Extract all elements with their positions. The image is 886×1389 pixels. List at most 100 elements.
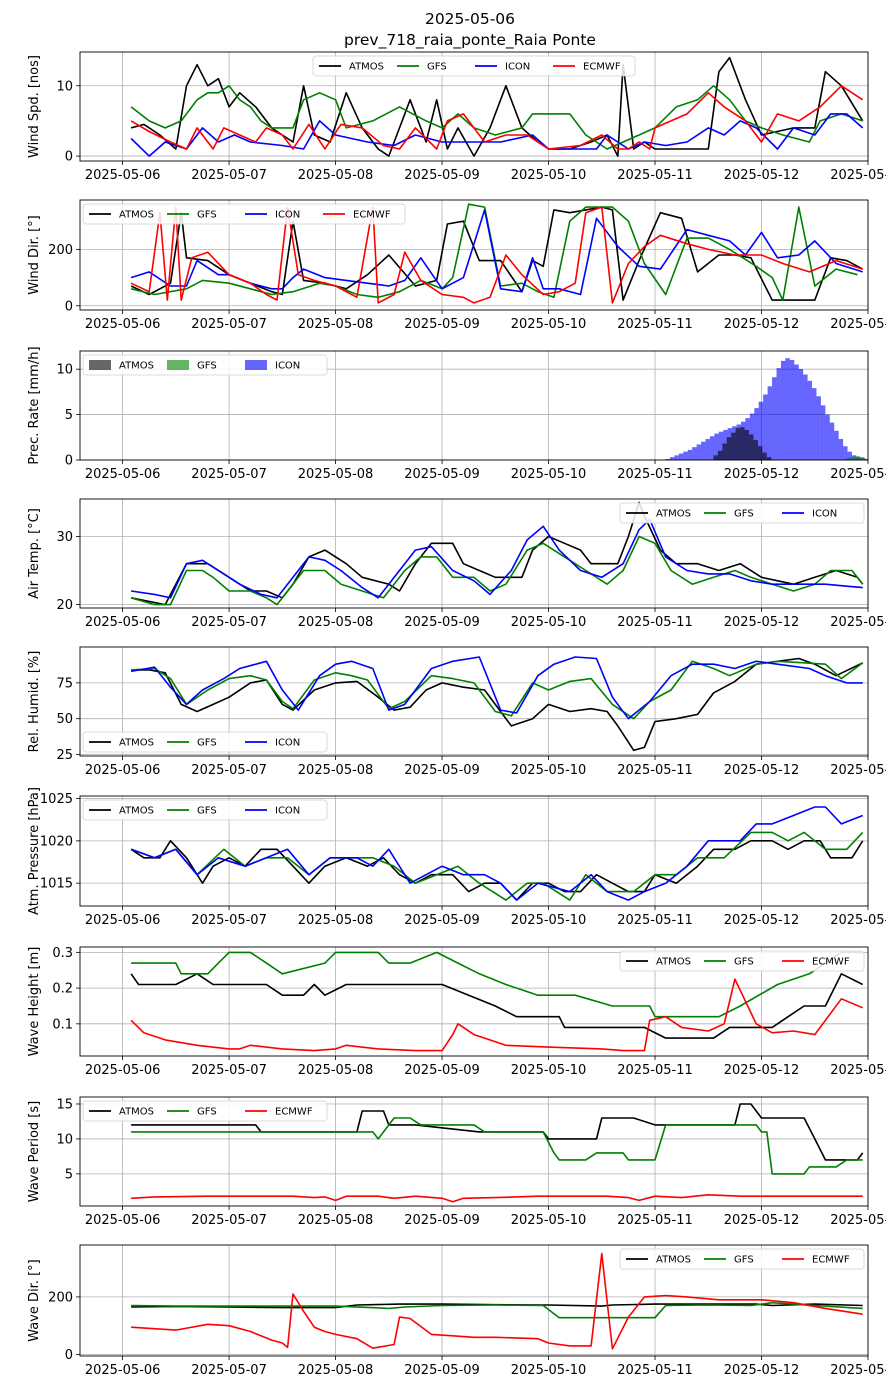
legend-swatch-gfs	[167, 360, 189, 370]
legend-label-gfs: GFS	[734, 1255, 754, 1266]
x-tick-label: 2025-05-08	[298, 763, 374, 778]
legend-label-gfs: GFS	[197, 361, 217, 372]
bar-icon	[838, 438, 844, 460]
series-line-gfs	[131, 660, 864, 720]
legend: ATMOS GFS ECMWF	[619, 1248, 865, 1270]
x-tick-label: 2025-05-06	[85, 1363, 161, 1378]
axes-frame	[79, 199, 869, 311]
x-tick-label: 2025-05-08	[298, 317, 374, 332]
x-tick-label: 2025-05-11	[617, 168, 693, 183]
y-tick-label: 0.3	[52, 946, 73, 961]
legend: ATMOS GFS ICON	[82, 354, 328, 376]
x-tick-label: 2025-05-09	[404, 1213, 480, 1228]
y-axis-label: Wind Dir. [°]	[27, 215, 42, 295]
bar-icon	[665, 458, 671, 460]
x-tick-label: 2025-05-13	[830, 913, 886, 928]
legend-box	[82, 731, 328, 753]
y-tick-label: 10	[56, 1132, 73, 1147]
x-tick-label: 2025-05-13	[830, 168, 886, 183]
y-tick-label: 200	[48, 243, 73, 258]
plot-area	[130, 203, 864, 304]
plot-area	[130, 56, 864, 157]
x-tick-label: 2025-05-12	[724, 913, 800, 928]
legend-label-gfs: GFS	[734, 957, 754, 968]
legend-box	[82, 203, 406, 225]
bar-atmos	[713, 455, 718, 460]
y-axis-label: Air Temp. [°C]	[27, 508, 42, 599]
bar-atmos	[748, 434, 754, 460]
plot-area	[131, 1103, 864, 1203]
x-tick-label: 2025-05-08	[298, 1363, 374, 1378]
x-tick-label: 2025-05-12	[724, 467, 800, 482]
y-tick-label: 0.1	[52, 1017, 73, 1032]
bar-icon	[683, 451, 688, 460]
chart-panel-6: 2025-05-06 2025-05-07 2025-05-08 2025-05-09…	[27, 787, 886, 928]
bar-icon	[780, 360, 786, 460]
legend-label-ecmwf: ECMWF	[812, 957, 850, 968]
axes-frame	[79, 498, 869, 609]
y-axis-label: Wave Dir. [°]	[27, 1259, 42, 1342]
axes-frame	[79, 350, 869, 461]
legend-label-icon: ICON	[275, 738, 300, 749]
legend: ATMOS GFS ECMWF	[82, 1100, 328, 1122]
x-tick-label: 2025-05-07	[191, 1063, 267, 1078]
bar-icon	[701, 441, 706, 460]
x-tick-label: 2025-05-11	[617, 467, 693, 482]
x-tick-label: 2025-05-06	[85, 615, 161, 630]
x-tick-label: 2025-05-11	[617, 1063, 693, 1078]
x-tick-label: 2025-05-08	[298, 913, 374, 928]
legend-label-atmos: ATMOS	[119, 806, 154, 817]
x-tick-label: 2025-05-11	[617, 317, 693, 332]
series-line-gfs	[130, 203, 858, 301]
legend-label-ecmwf: ECMWF	[275, 1107, 313, 1118]
series-line-gfs	[130, 85, 863, 150]
series-line-atmos	[130, 840, 864, 901]
legend-label-ecmwf: ECMWF	[353, 210, 391, 221]
y-tick-label: 20	[56, 598, 73, 613]
bar-icon	[798, 369, 804, 460]
series-line-icon	[130, 806, 863, 901]
x-tick-label: 2025-05-13	[830, 615, 886, 630]
legend-label-icon: ICON	[275, 210, 300, 221]
legend-label-icon: ICON	[275, 361, 300, 372]
y-tick-label: 5	[65, 1167, 73, 1182]
x-tick-label: 2025-05-10	[511, 467, 587, 482]
bar-icon	[772, 377, 777, 460]
bar-atmos	[717, 450, 723, 460]
bar-icon	[811, 388, 817, 460]
y-tick-label: 1015	[40, 877, 73, 892]
plot-area	[130, 806, 864, 901]
legend-label-atmos: ATMOS	[349, 62, 384, 73]
plot-area	[131, 1252, 863, 1350]
y-tick-label: 1020	[40, 834, 73, 849]
bar-icon	[767, 386, 773, 460]
x-tick-label: 2025-05-07	[191, 1363, 267, 1378]
plot-area	[665, 358, 868, 460]
figure-title-date: 2025-05-06	[425, 10, 515, 28]
x-tick-label: 2025-05-13	[830, 1063, 886, 1078]
bar-atmos	[722, 443, 727, 460]
y-axis-label: Wind Spd. [nos]	[27, 55, 42, 158]
legend-label-atmos: ATMOS	[119, 210, 154, 221]
plot-area	[130, 951, 864, 1052]
bar-icon	[758, 401, 764, 460]
series-line-ecmwf	[130, 206, 863, 304]
legend-label-gfs: GFS	[427, 62, 447, 73]
legend: ATMOS GFS ICON ECMWF	[312, 55, 636, 77]
bar-icon	[674, 455, 679, 460]
axes-frame	[79, 946, 869, 1057]
bar-icon	[834, 430, 839, 460]
series-line-gfs	[130, 535, 864, 606]
chart-panel-4: 2025-05-06 2025-05-07 2025-05-08 2025-05-09…	[27, 498, 886, 630]
y-tick-label: 0	[65, 454, 73, 469]
chart-panel-7: 2025-05-06 2025-05-07 2025-05-08 2025-05-09…	[27, 946, 886, 1078]
y-tick-label: 25	[56, 748, 73, 763]
x-tick-label: 2025-05-12	[724, 763, 800, 778]
x-tick-label: 2025-05-10	[511, 1363, 587, 1378]
bar-icon	[754, 408, 759, 460]
x-tick-label: 2025-05-08	[298, 1063, 374, 1078]
bar-icon	[816, 396, 821, 460]
bar-icon	[825, 414, 830, 460]
legend-label-atmos: ATMOS	[119, 361, 154, 372]
